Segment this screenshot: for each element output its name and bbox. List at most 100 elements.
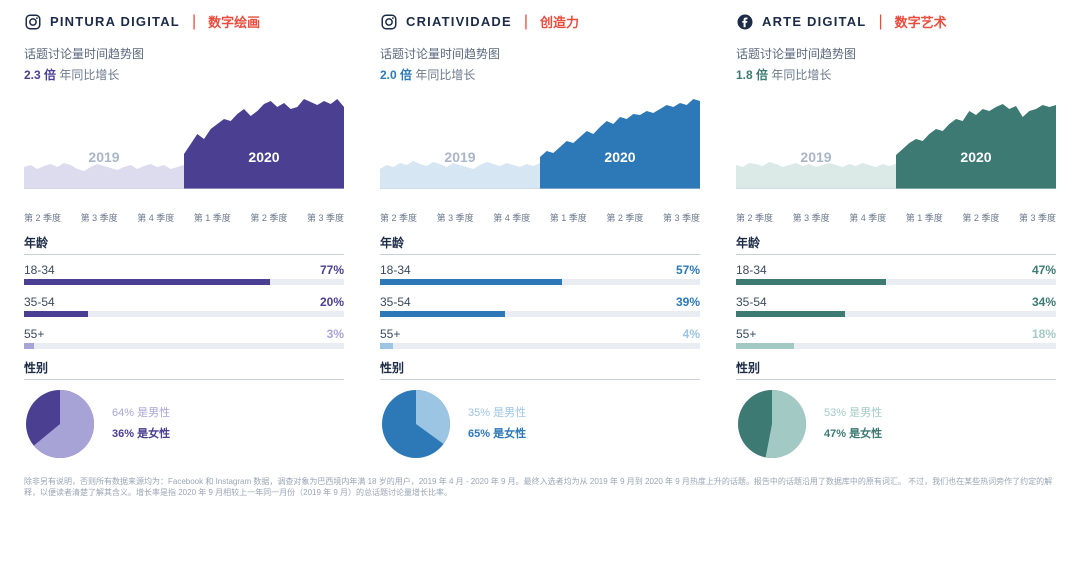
growth-mult: 2.3 倍 — [24, 68, 56, 82]
growth-suffix: 年同比增长 — [59, 68, 119, 82]
growth-mult: 2.0 倍 — [380, 68, 412, 82]
growth-mult: 1.8 倍 — [736, 68, 768, 82]
instagram-icon — [380, 13, 398, 31]
growth-line: 2.3 倍 年同比增长 — [24, 66, 344, 83]
age-bar-track — [380, 279, 700, 285]
panel-0: PINTURA DIGITAL | 数字绘画 话题讨论量时间趋势图 2.3 倍 年… — [24, 12, 344, 460]
age-bar-track — [736, 311, 1056, 317]
growth-line: 1.8 倍 年同比增长 — [736, 66, 1056, 83]
gender-legend: 64% 是男性 36% 是女性 — [112, 403, 170, 445]
panel-2: ARTE DIGITAL | 数字艺术 话题讨论量时间趋势图 1.8 倍 年同比增… — [736, 12, 1056, 460]
age-label: 55+ — [380, 327, 400, 341]
x-tick: 第 3 季度 — [437, 211, 474, 224]
x-axis-ticks: 第 2 季度第 3 季度第 4 季度第 1 季度第 2 季度第 3 季度 — [24, 211, 344, 224]
x-axis-ticks: 第 2 季度 第 3 季度 第 4 季度 第 1 季度 第 2 季度 第 3 季度 — [380, 211, 700, 224]
x-tick: 第 3 季度 — [81, 211, 118, 224]
age-bar-fill — [736, 343, 794, 349]
instagram-icon — [24, 13, 42, 31]
growth-suffix: 年同比增长 — [771, 68, 831, 82]
age-bar-fill — [380, 311, 505, 317]
age-bar-track — [24, 343, 344, 349]
male-pct: 64% 是男性 — [112, 403, 170, 424]
age-section-label: 年龄 — [736, 234, 1056, 255]
trend-chart: 2019 2020 — [380, 89, 700, 209]
female-pct: 65% 是女性 — [468, 424, 526, 445]
panel-header: ARTE DIGITAL | 数字艺术 — [736, 12, 1056, 31]
x-tick: 第 4 季度 — [493, 211, 530, 224]
title-en: ARTE DIGITAL — [762, 14, 866, 29]
title-en: CRIATIVIDADE — [406, 14, 512, 29]
panel-header: CRIATIVIDADE | 创造力 — [380, 12, 700, 31]
age-pct: 18% — [1032, 327, 1056, 341]
age-bar-fill — [380, 279, 562, 285]
gender-section-label: 性别 — [736, 359, 1056, 380]
age-bar-track — [24, 279, 344, 285]
age-bar-track — [380, 343, 700, 349]
age-bar-fill — [380, 343, 393, 349]
age-row: 55+ 18% — [736, 327, 1056, 341]
age-pct: 57% — [676, 263, 700, 277]
female-pct: 36% 是女性 — [112, 424, 170, 445]
age-pct: 39% — [676, 295, 700, 309]
age-bar-track — [24, 311, 344, 317]
x-tick: 第 1 季度 — [550, 211, 587, 224]
trend-chart: 2019 2020 — [24, 89, 344, 209]
title-zh: 数字绘画 — [208, 12, 260, 31]
age-label: 18-34 — [24, 263, 55, 277]
trend-label: 话题讨论量时间趋势图 — [380, 45, 700, 62]
title-sep: | — [878, 13, 882, 31]
age-bar-track — [736, 343, 1056, 349]
title-zh: 数字艺术 — [895, 12, 947, 31]
x-tick: 第 4 季度 — [849, 211, 886, 224]
facebook-icon — [736, 13, 754, 31]
age-bar-track — [380, 311, 700, 317]
age-section-label: 年龄 — [24, 234, 344, 255]
age-pct: 34% — [1032, 295, 1056, 309]
x-tick: 第 2 季度 — [250, 211, 287, 224]
age-bar-fill — [736, 279, 886, 285]
age-label: 18-34 — [736, 263, 767, 277]
trend-label: 话题讨论量时间趋势图 — [736, 45, 1056, 62]
gender-pie — [736, 388, 808, 460]
gender-section-label: 性别 — [24, 359, 344, 380]
age-bar-track — [736, 279, 1056, 285]
age-label: 35-54 — [736, 295, 767, 309]
age-row: 35-54 20% — [24, 295, 344, 309]
age-pct: 77% — [320, 263, 344, 277]
x-tick: 第 3 季度 — [663, 211, 700, 224]
x-tick: 第 1 季度 — [906, 211, 943, 224]
age-bar-fill — [24, 311, 88, 317]
age-pct: 20% — [320, 295, 344, 309]
growth-line: 2.0 倍 年同比增长 — [380, 66, 700, 83]
panels-row: PINTURA DIGITAL | 数字绘画 话题讨论量时间趋势图 2.3 倍 年… — [24, 12, 1056, 460]
age-bar-fill — [24, 343, 34, 349]
trend-chart: 2019 2020 — [736, 89, 1056, 209]
x-tick: 第 3 季度 — [1019, 211, 1056, 224]
age-row: 18-34 77% — [24, 263, 344, 277]
x-tick: 第 2 季度 — [606, 211, 643, 224]
trend-label: 话题讨论量时间趋势图 — [24, 45, 344, 62]
age-label: 35-54 — [380, 295, 411, 309]
age-row: 55+3% — [24, 327, 344, 341]
title-zh: 创造力 — [540, 12, 579, 31]
x-tick: 第 2 季度 — [380, 211, 417, 224]
x-axis-ticks: 第 2 季度第 3 季度第 4 季度第 1 季度第 2 季度第 3 季度 — [736, 211, 1056, 224]
age-section-label: 年龄 — [380, 234, 700, 255]
age-pct: 47% — [1032, 263, 1056, 277]
age-label: 35-54 — [24, 295, 55, 309]
age-label: 55+ — [736, 327, 756, 341]
footnote: 除非另有说明，否则所有数据来源均为：Facebook 和 Instagram 数… — [24, 476, 1056, 498]
panel-header: PINTURA DIGITAL | 数字绘画 — [24, 12, 344, 31]
gender-block: 35% 是男性 65% 是女性 — [380, 388, 700, 460]
age-row: 18-34 57% — [380, 263, 700, 277]
x-tick: 第 1 季度 — [194, 211, 231, 224]
gender-pie — [24, 388, 96, 460]
age-label: 18-34 — [380, 263, 411, 277]
age-pct: 3% — [327, 327, 344, 341]
x-tick: 第 3 季度 — [793, 211, 830, 224]
gender-block: 64% 是男性 36% 是女性 — [24, 388, 344, 460]
title-en: PINTURA DIGITAL — [50, 14, 180, 29]
age-row: 35-54 39% — [380, 295, 700, 309]
age-pct: 4% — [683, 327, 700, 341]
gender-block: 53% 是男性 47% 是女性 — [736, 388, 1056, 460]
